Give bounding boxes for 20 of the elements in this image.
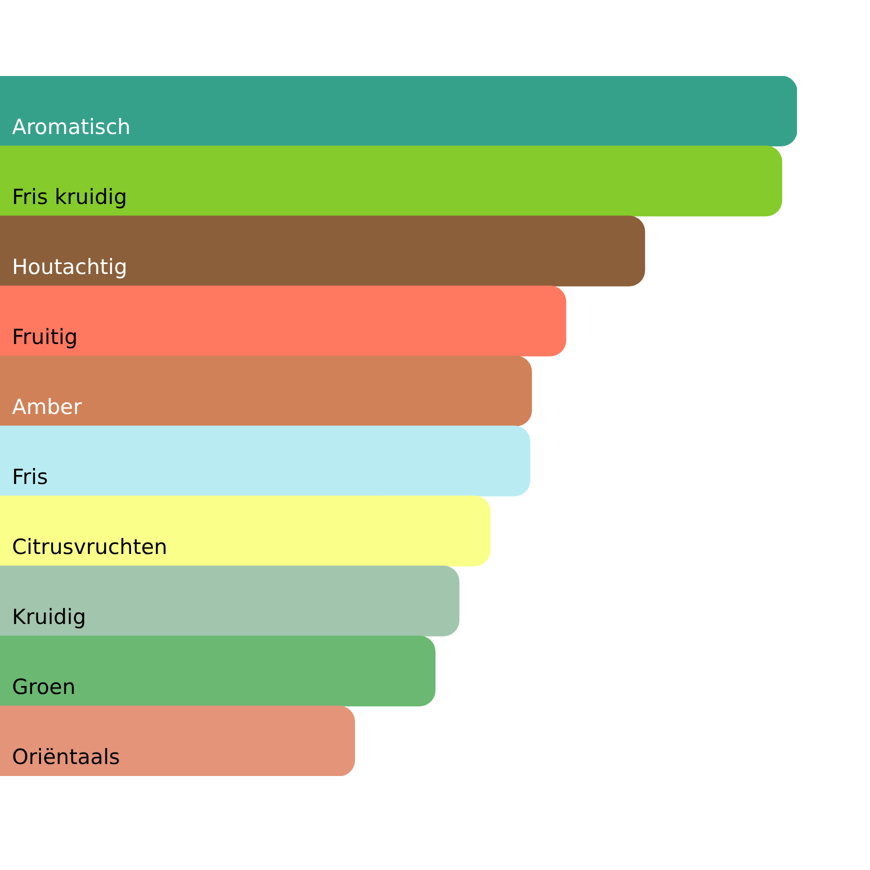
bar — [0, 356, 532, 426]
bar — [0, 636, 436, 706]
bar — [0, 426, 530, 496]
y-tick-label: Houtachtig — [12, 255, 128, 279]
bar — [0, 286, 566, 356]
y-tick-label: Amber — [12, 395, 82, 419]
bar — [0, 76, 797, 146]
y-tick-label: Citrusvruchten — [12, 535, 168, 559]
bar — [0, 566, 460, 636]
y-tick-label: Fris kruidig — [12, 185, 128, 209]
bar — [0, 496, 490, 566]
bar — [0, 146, 782, 216]
y-tick-label: Kruidig — [12, 605, 86, 629]
y-tick-label: Aromatisch — [12, 115, 131, 139]
bar — [0, 216, 646, 286]
y-tick-label: Fruitig — [12, 325, 78, 349]
y-tick-label: Fris — [12, 465, 48, 489]
y-tick-label: Groen — [12, 675, 76, 699]
bar — [0, 706, 355, 776]
y-tick-label: Oriëntaals — [12, 745, 120, 769]
